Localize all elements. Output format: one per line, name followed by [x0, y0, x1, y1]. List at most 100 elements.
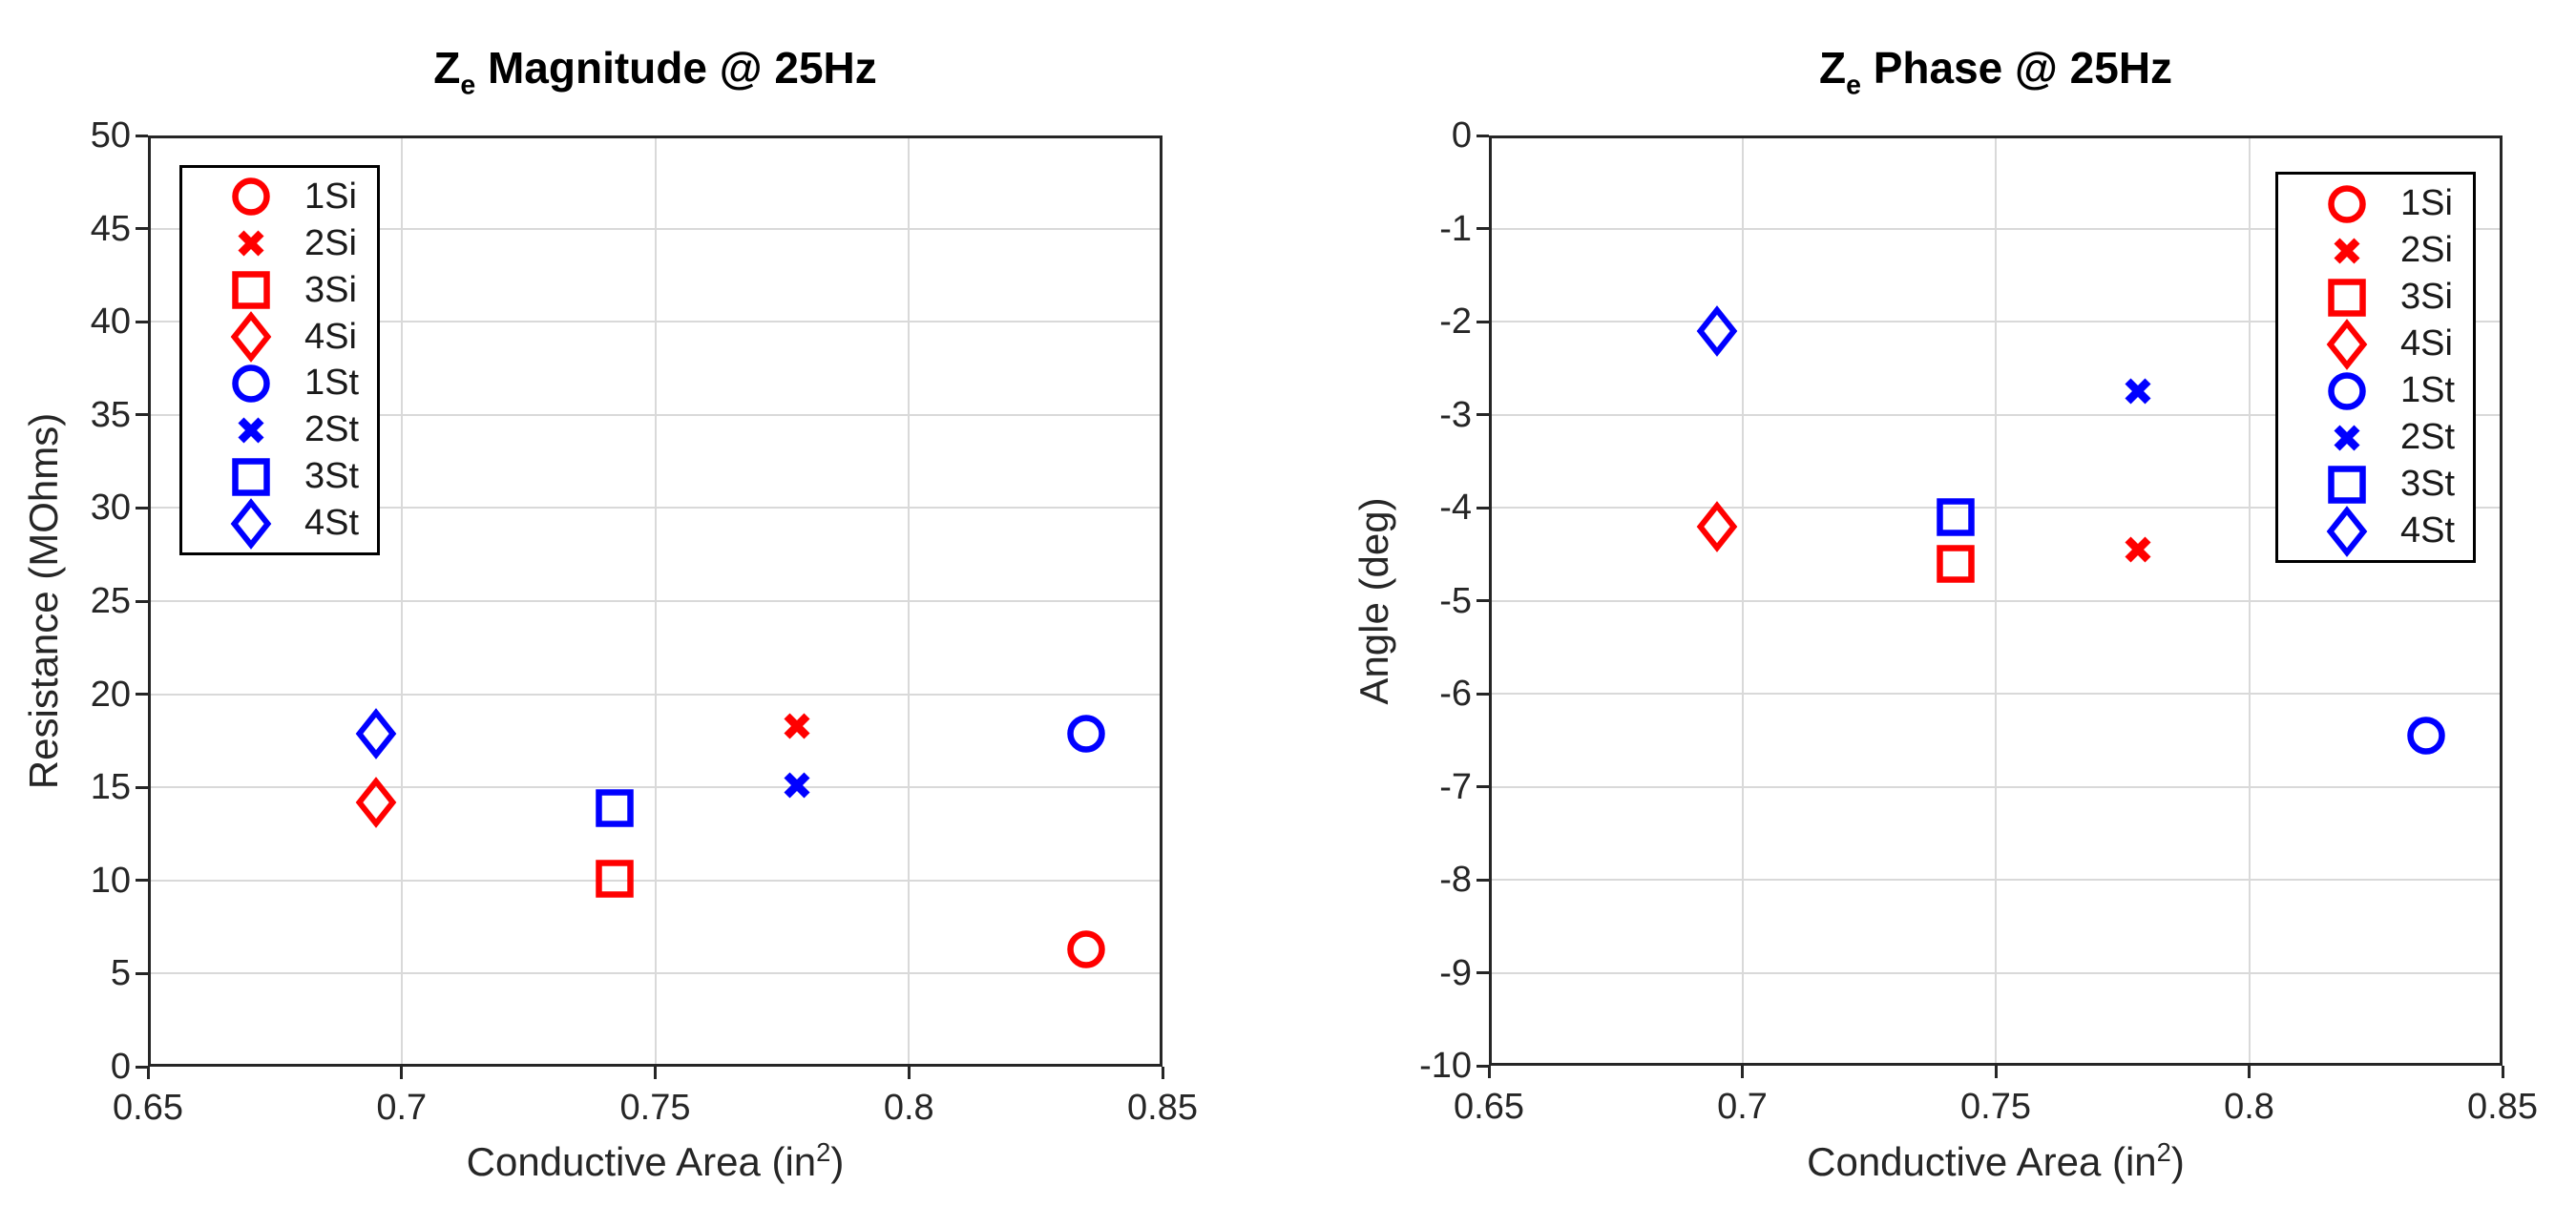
y-tick-mark — [1476, 134, 1489, 137]
plot-border — [148, 135, 1162, 1067]
diamond-marker-icon-4Si — [1696, 500, 1738, 552]
legend-label: 4Si — [2400, 323, 2453, 364]
y-tick-mark — [1476, 599, 1489, 602]
x-tick-label: 0.7 — [1717, 1087, 1768, 1127]
circle-marker-icon-legend — [2328, 371, 2366, 410]
y-tick-label: 5 — [110, 953, 131, 994]
legend-label: 3Si — [304, 269, 357, 310]
legend-item-1St: 1St — [182, 361, 377, 406]
y-tick-mark — [1476, 971, 1489, 974]
legend-label: 1Si — [2400, 183, 2453, 223]
y-tick-mark — [136, 971, 148, 975]
title-main: Z — [433, 43, 461, 93]
gridline-horizontal — [148, 600, 1162, 602]
y-tick-label: -4 — [1439, 488, 1472, 528]
x-tick-mark — [2501, 1066, 2504, 1078]
title-subscript: e — [460, 70, 476, 101]
x-tick-label: 0.8 — [883, 1088, 934, 1128]
gridline-horizontal — [148, 227, 1162, 230]
legend-label: 3St — [2400, 464, 2456, 504]
gridline-horizontal — [1489, 227, 2503, 230]
legend-item-3St: 3St — [2278, 462, 2473, 508]
chart-title: Ze Phase @ 25Hz — [1489, 42, 2503, 101]
y-tick-label: -1 — [1439, 208, 1472, 249]
legend-item-3Si: 3Si — [182, 267, 377, 313]
legend-item-1Si: 1Si — [2278, 181, 2473, 227]
square-marker-icon-3St — [1936, 498, 1975, 536]
y-tick-mark — [1476, 785, 1489, 788]
square-marker-icon-legend — [232, 271, 270, 309]
legend-item-1St: 1St — [2278, 368, 2473, 414]
title-main: Z — [1818, 43, 1847, 93]
x-tick-mark — [1994, 1066, 1998, 1078]
legend-label: 2St — [304, 409, 360, 450]
legend-item-3St: 3St — [182, 454, 377, 500]
x-axis-label-exponent: 2 — [2156, 1137, 2171, 1167]
x-tick-label: 0.65 — [1454, 1087, 1524, 1127]
gridline-horizontal — [148, 879, 1162, 882]
y-tick-label: -8 — [1439, 860, 1472, 900]
y-tick-mark — [136, 693, 148, 697]
y-tick-mark — [1476, 227, 1489, 230]
legend-label: 4Si — [304, 316, 357, 357]
y-tick-label: 35 — [90, 394, 131, 435]
x-axis-label-close: ) — [830, 1139, 845, 1184]
x-marker-icon-legend — [2334, 424, 2360, 451]
x-tick-mark — [654, 1067, 657, 1079]
y-tick-label: 40 — [90, 302, 131, 343]
title-rest: Magnitude @ 25Hz — [475, 43, 877, 93]
gridline-horizontal — [1489, 971, 2503, 974]
x-tick-mark — [2248, 1066, 2251, 1078]
circle-marker-icon-1St — [2407, 717, 2446, 755]
y-tick-label: 20 — [90, 674, 131, 715]
square-marker-icon-3St — [596, 788, 634, 827]
y-tick-label: -7 — [1439, 766, 1472, 807]
y-tick-mark — [1476, 692, 1489, 696]
y-tick-label: 50 — [90, 115, 131, 156]
y-tick-mark — [136, 134, 148, 137]
legend-item-4St: 4St — [182, 497, 377, 550]
y-tick-label: -5 — [1439, 580, 1472, 621]
y-tick-label: -6 — [1439, 674, 1472, 714]
y-tick-mark — [136, 599, 148, 603]
x-marker-icon-2Si — [2125, 536, 2151, 563]
legend-label: 3St — [304, 456, 360, 497]
legend-item-4Si: 4Si — [2278, 318, 2473, 370]
x-tick-label: 0.85 — [2467, 1087, 2538, 1127]
chart-title: Ze Magnitude @ 25Hz — [148, 42, 1162, 101]
x-tick-mark — [146, 1067, 150, 1079]
x-tick-label: 0.8 — [2224, 1087, 2274, 1127]
legend-label: 1St — [304, 363, 360, 404]
gridline-horizontal — [1489, 599, 2503, 602]
y-tick-label: 0 — [1451, 115, 1472, 156]
legend-item-2Si: 2Si — [182, 220, 377, 266]
x-tick-label: 0.75 — [1960, 1087, 2031, 1127]
diamond-marker-icon-legend — [2326, 505, 2368, 557]
legend-item-2St: 2St — [2278, 415, 2473, 461]
x-marker-icon-2Si — [784, 713, 810, 739]
diamond-marker-icon-4Si — [355, 776, 397, 828]
gridline-horizontal — [148, 321, 1162, 323]
gridline-horizontal — [1489, 321, 2503, 322]
gridline-horizontal — [1489, 693, 2503, 695]
legend-box: 1Si 2Si 3Si 4Si 1St 2St 3St 4St — [2275, 172, 2476, 563]
diamond-marker-icon-legend — [2326, 318, 2368, 370]
y-tick-label: 45 — [90, 208, 131, 249]
legend-label: 4St — [304, 503, 360, 544]
legend-label: 2Si — [2400, 230, 2453, 270]
y-tick-label: -10 — [1419, 1046, 1472, 1086]
x-axis-label-text: Conductive Area (in — [1807, 1139, 2157, 1184]
x-axis-label: Conductive Area (in2) — [148, 1137, 1162, 1185]
gridline-horizontal — [1489, 785, 2503, 788]
y-tick-label: 15 — [90, 767, 131, 808]
y-tick-mark — [136, 320, 148, 323]
x-tick-mark — [1741, 1066, 1744, 1078]
legend-item-3Si: 3Si — [2278, 275, 2473, 321]
legend-item-4St: 4St — [2278, 505, 2473, 557]
y-tick-label: -2 — [1439, 302, 1472, 342]
gridline-horizontal — [1489, 507, 2503, 509]
gridline-horizontal — [1489, 413, 2503, 416]
square-marker-icon-legend — [2328, 278, 2366, 317]
